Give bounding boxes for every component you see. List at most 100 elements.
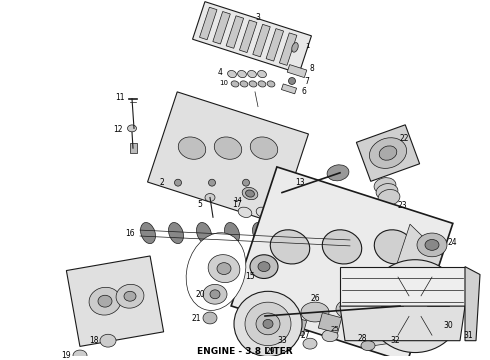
Ellipse shape (208, 255, 240, 283)
Polygon shape (287, 64, 307, 78)
Ellipse shape (73, 350, 87, 360)
Text: 26: 26 (310, 294, 320, 303)
Ellipse shape (227, 71, 236, 78)
Ellipse shape (100, 334, 116, 347)
Ellipse shape (281, 222, 295, 244)
Polygon shape (340, 267, 465, 306)
Text: 11: 11 (115, 93, 125, 102)
Ellipse shape (361, 341, 375, 351)
Ellipse shape (243, 179, 249, 186)
Ellipse shape (178, 137, 206, 159)
Ellipse shape (249, 81, 257, 87)
Ellipse shape (247, 71, 256, 78)
Ellipse shape (238, 71, 246, 78)
Ellipse shape (367, 260, 463, 352)
Polygon shape (193, 2, 312, 73)
Ellipse shape (425, 239, 439, 250)
Ellipse shape (238, 207, 252, 217)
Ellipse shape (169, 222, 183, 244)
Ellipse shape (381, 274, 449, 339)
Polygon shape (318, 313, 342, 333)
Text: 13: 13 (295, 178, 305, 187)
Text: 1: 1 (305, 44, 309, 49)
Polygon shape (147, 92, 309, 224)
Ellipse shape (336, 299, 364, 319)
Text: 22: 22 (399, 134, 409, 143)
Ellipse shape (217, 263, 231, 275)
Ellipse shape (214, 137, 242, 159)
Ellipse shape (205, 194, 215, 202)
Polygon shape (281, 84, 296, 94)
Polygon shape (231, 167, 453, 360)
Ellipse shape (376, 184, 398, 199)
Text: 23: 23 (397, 201, 407, 210)
Ellipse shape (258, 262, 270, 271)
Ellipse shape (270, 230, 310, 264)
Polygon shape (213, 12, 230, 44)
Polygon shape (266, 28, 284, 61)
Ellipse shape (245, 190, 254, 197)
Ellipse shape (256, 313, 280, 335)
Ellipse shape (250, 137, 278, 159)
Ellipse shape (292, 207, 306, 217)
Polygon shape (253, 24, 270, 57)
Ellipse shape (240, 81, 248, 87)
Ellipse shape (242, 188, 258, 200)
Text: 32: 32 (390, 336, 400, 345)
Ellipse shape (141, 222, 155, 244)
Ellipse shape (292, 42, 298, 52)
Text: 17: 17 (232, 200, 242, 209)
Polygon shape (226, 16, 244, 48)
Ellipse shape (231, 81, 239, 87)
Text: 14: 14 (234, 198, 243, 203)
Ellipse shape (405, 297, 425, 315)
Ellipse shape (258, 71, 267, 78)
Ellipse shape (186, 233, 246, 310)
Text: 5: 5 (197, 200, 202, 209)
Ellipse shape (210, 290, 220, 299)
Ellipse shape (245, 302, 291, 346)
Ellipse shape (378, 189, 400, 206)
Text: 27: 27 (300, 331, 310, 340)
Ellipse shape (116, 284, 144, 308)
Text: 28: 28 (357, 334, 367, 343)
Ellipse shape (258, 81, 266, 87)
Ellipse shape (196, 222, 212, 244)
Polygon shape (283, 316, 307, 336)
Text: 15: 15 (245, 272, 255, 281)
Polygon shape (356, 125, 419, 181)
Text: 3: 3 (256, 13, 261, 22)
Text: 31: 31 (463, 331, 473, 340)
Text: 19: 19 (61, 351, 71, 360)
Polygon shape (340, 306, 465, 341)
Ellipse shape (256, 207, 270, 217)
Text: 10: 10 (220, 80, 228, 86)
Ellipse shape (303, 338, 317, 349)
Polygon shape (199, 7, 217, 40)
Ellipse shape (250, 255, 278, 279)
Ellipse shape (289, 77, 295, 85)
Ellipse shape (98, 295, 112, 307)
Polygon shape (66, 256, 164, 346)
Text: ENGINE - 3.8 LITER: ENGINE - 3.8 LITER (197, 347, 293, 356)
Ellipse shape (174, 179, 181, 186)
Polygon shape (465, 267, 480, 341)
Text: 25: 25 (331, 326, 340, 332)
Text: 18: 18 (89, 336, 99, 345)
Text: 12: 12 (113, 125, 123, 134)
Ellipse shape (369, 138, 407, 168)
Ellipse shape (322, 230, 362, 264)
Text: 30: 30 (443, 321, 453, 330)
Ellipse shape (371, 298, 399, 318)
Polygon shape (129, 143, 137, 153)
Ellipse shape (203, 312, 217, 324)
Text: 29: 29 (265, 347, 275, 356)
Text: 33: 33 (277, 336, 287, 345)
Ellipse shape (379, 146, 397, 160)
Text: 21: 21 (191, 315, 201, 324)
Polygon shape (370, 224, 442, 346)
Ellipse shape (309, 222, 323, 244)
Ellipse shape (203, 284, 227, 304)
Polygon shape (279, 33, 297, 66)
Text: 8: 8 (310, 64, 315, 73)
